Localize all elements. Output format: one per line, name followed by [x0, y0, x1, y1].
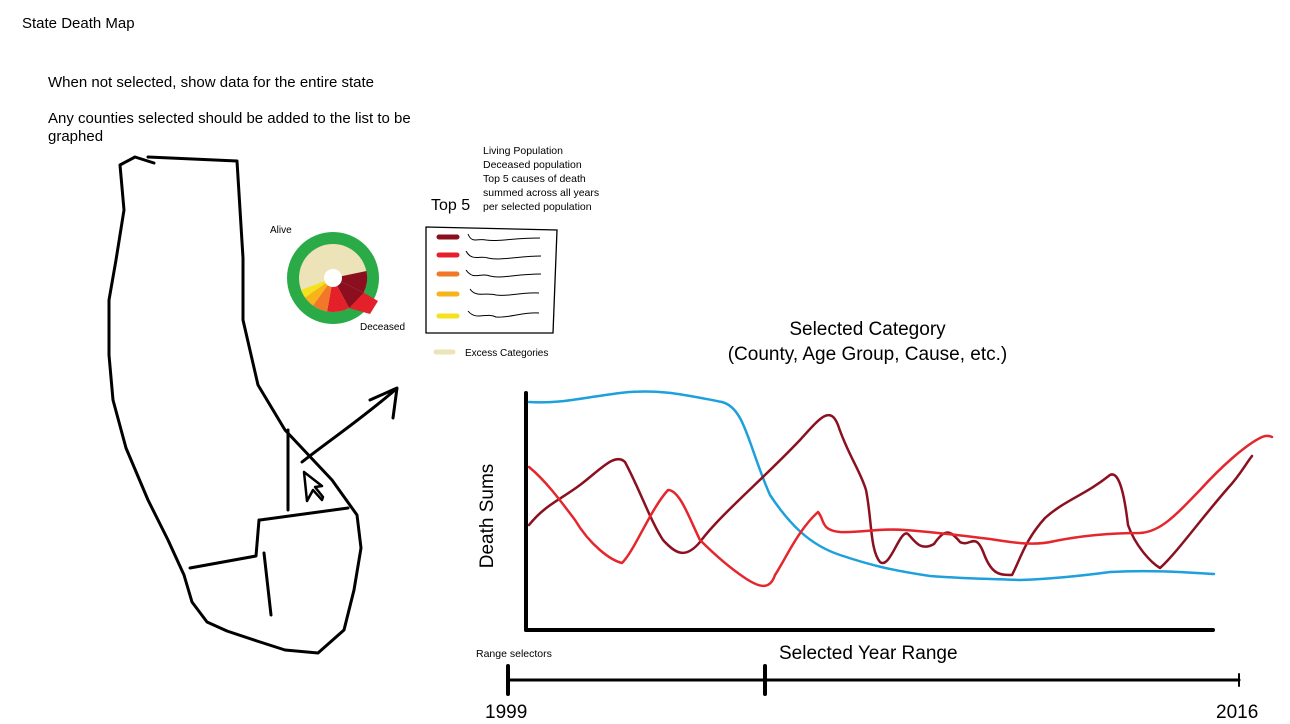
note-unselected: When not selected, show data for the ent… [48, 74, 375, 91]
y-axis-label: Death Sums [477, 463, 498, 569]
range-selectors-label: Range selectors [476, 648, 552, 660]
donut-deceased-label: Deceased [360, 322, 406, 333]
county-boundary-3[interactable] [188, 518, 261, 570]
donut-cause-1[interactable] [333, 278, 364, 308]
top5-description-line: Top 5 causes of death [483, 173, 586, 185]
county-boundary-2[interactable] [258, 506, 350, 522]
pointer-arrow-icon [300, 386, 399, 464]
cursor-icon [302, 470, 325, 503]
top5-description: Living Population Deceased population To… [483, 144, 599, 214]
top5-legend-box [425, 226, 558, 334]
donut-hole [324, 269, 342, 287]
chart-series[interactable] [527, 390, 1274, 588]
donut-alive-label: Alive [270, 225, 292, 236]
top5-description-line: Deceased population [483, 159, 582, 171]
donut-cause-4[interactable] [305, 278, 333, 306]
range-end-year: 2016 [1216, 702, 1259, 723]
year-range-slider[interactable] [506, 664, 1241, 696]
top5-box-border [425, 226, 558, 334]
state-map[interactable] [107, 155, 399, 655]
donut-deceased-wedge [349, 292, 378, 314]
series-line-red[interactable] [527, 434, 1274, 588]
donut-cause-5[interactable] [301, 278, 333, 298]
top5-text-scribbles [465, 233, 542, 318]
series-line-dark-red[interactable] [527, 413, 1254, 577]
top5-swatches[interactable] [433, 234, 460, 355]
series-line-blue[interactable] [527, 390, 1216, 582]
top5-title: Top 5 [431, 197, 471, 214]
donut-chart[interactable] [287, 232, 379, 324]
top5-description-line: per selected population [483, 201, 592, 213]
x-axis-label: Selected Year Range [779, 643, 958, 664]
chart-title-line: Selected Category [789, 319, 946, 340]
note-selection: Any counties selected should be added to… [48, 110, 411, 145]
state-outline[interactable] [107, 155, 363, 655]
top5-description-line: Living Population [483, 145, 563, 157]
range-start-year: 1999 [485, 702, 528, 723]
chart-title-line: (County, Age Group, Cause, etc.) [727, 344, 1008, 365]
county-boundary-4[interactable] [262, 551, 273, 617]
donut-cause-3[interactable] [313, 278, 333, 312]
chart-axes [524, 391, 1215, 632]
top5-description-line: summed across all years [483, 187, 600, 199]
chart-title: Selected Category (County, Age Group, Cau… [680, 317, 1055, 367]
page-title: State Death Map [22, 15, 135, 32]
excess-categories-label: Excess Categories [465, 348, 549, 359]
